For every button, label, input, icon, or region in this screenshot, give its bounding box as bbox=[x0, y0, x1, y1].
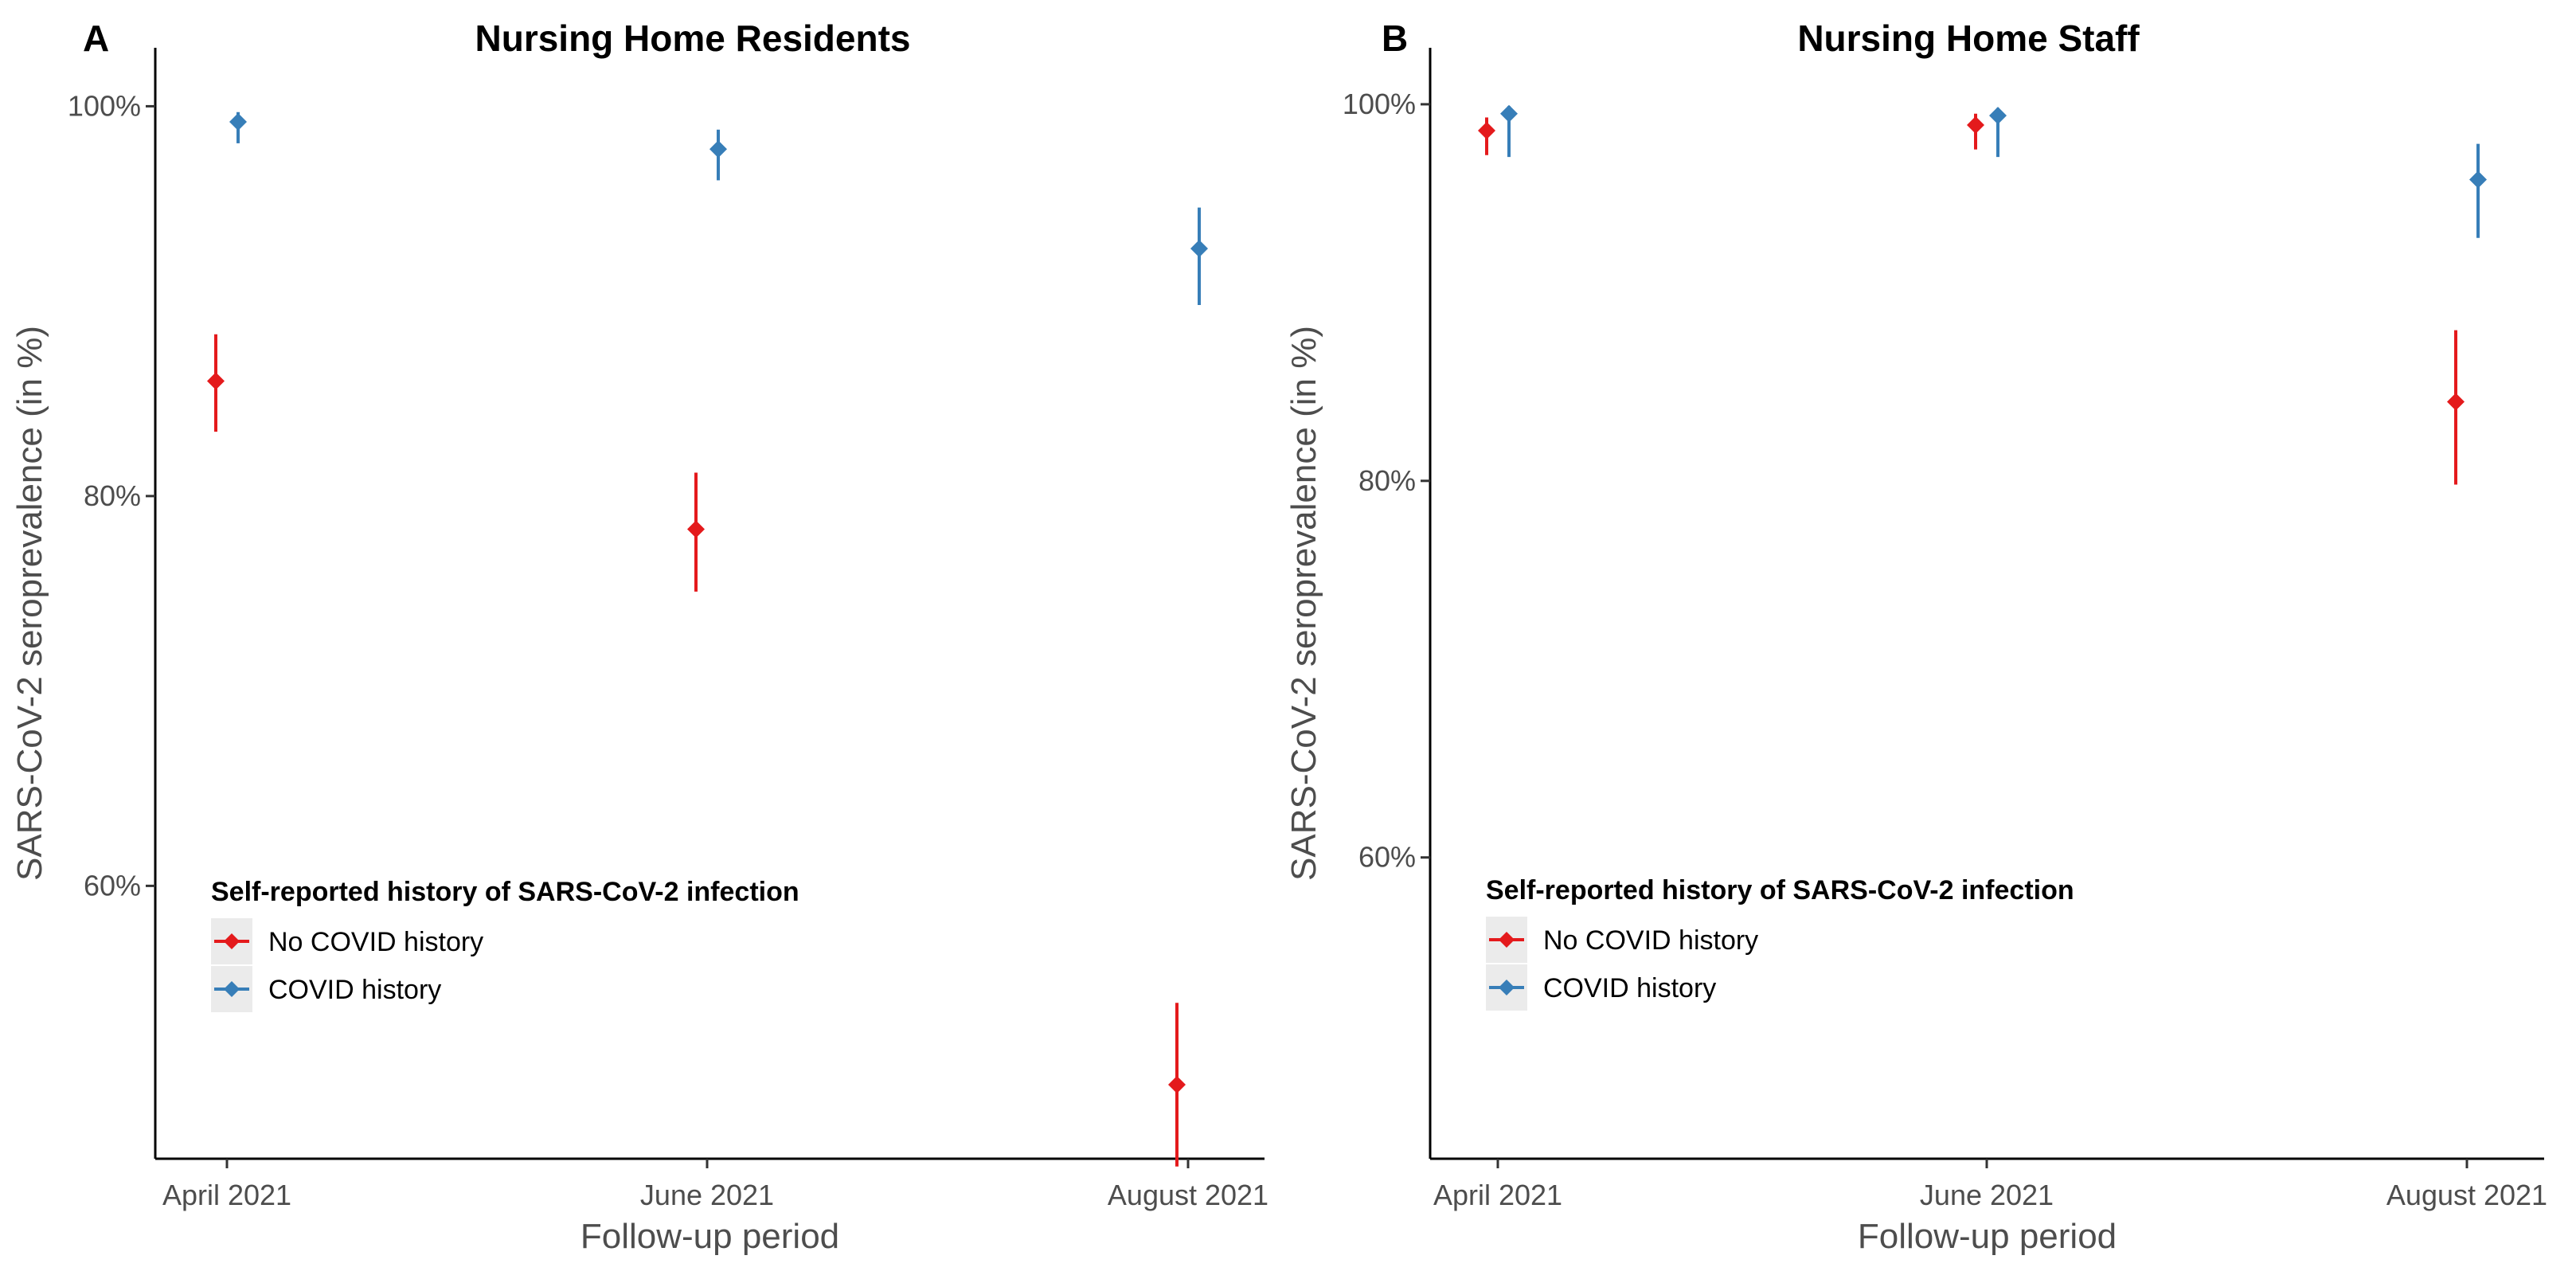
data-point bbox=[2447, 393, 2465, 411]
legend-key-marker bbox=[224, 933, 240, 949]
data-point bbox=[1190, 240, 1208, 258]
legend-title: Self-reported history of SARS-CoV-2 infe… bbox=[1486, 875, 2074, 905]
legend-key-marker bbox=[1499, 932, 1515, 948]
x-tick-label: April 2021 bbox=[162, 1179, 291, 1211]
x-tick-label: August 2021 bbox=[1108, 1179, 1268, 1211]
y-tick-label: 100% bbox=[68, 89, 141, 122]
panel-b: B Nursing Home Staff 60% 80% 100% April 2021 J… bbox=[1284, 18, 2547, 1256]
panel-title: Nursing Home Staff bbox=[1797, 18, 2140, 59]
y-axis-title: SARS-CoV-2 seroprevalence (in %) bbox=[10, 326, 49, 881]
x-tick-label: June 2021 bbox=[640, 1179, 774, 1211]
legend-label: COVID history bbox=[1543, 973, 1716, 1003]
data-point bbox=[1967, 115, 1984, 134]
panel-tag: B bbox=[1382, 18, 1408, 59]
legend-label: COVID history bbox=[268, 975, 441, 1005]
legend-key-marker bbox=[224, 981, 240, 997]
y-tick-label: 80% bbox=[84, 479, 141, 512]
legend-label: No COVID history bbox=[268, 927, 483, 957]
x-tick-label: June 2021 bbox=[1920, 1179, 2054, 1211]
x-axis-title: Follow-up period bbox=[580, 1217, 839, 1256]
data-point bbox=[1989, 107, 2007, 125]
x-tick-label: August 2021 bbox=[2386, 1179, 2547, 1211]
data-point bbox=[687, 520, 705, 538]
y-tick-label: 100% bbox=[1343, 88, 1416, 120]
y-axis-title: SARS-CoV-2 seroprevalence (in %) bbox=[1284, 326, 1323, 881]
panel-a: A Nursing Home Residents 60% 80% 100% April 2… bbox=[10, 18, 1268, 1256]
y-tick-label: 60% bbox=[1358, 841, 1416, 874]
legend-key-marker bbox=[1499, 980, 1515, 995]
legend-title: Self-reported history of SARS-CoV-2 infe… bbox=[211, 877, 799, 907]
panel-title: Nursing Home Residents bbox=[475, 18, 911, 59]
panel-tag: A bbox=[83, 18, 109, 59]
data-point bbox=[709, 140, 727, 158]
x-tick-label: April 2021 bbox=[1433, 1179, 1562, 1211]
data-point bbox=[2469, 170, 2487, 189]
legend: Self-reported history of SARS-CoV-2 infe… bbox=[211, 877, 799, 1012]
y-tick-label: 60% bbox=[84, 869, 141, 901]
data-point bbox=[1168, 1076, 1186, 1093]
x-axis-title: Follow-up period bbox=[1858, 1217, 2117, 1256]
data-point bbox=[229, 113, 247, 131]
data-point bbox=[207, 372, 225, 390]
data-point bbox=[1478, 122, 1495, 140]
legend: Self-reported history of SARS-CoV-2 infe… bbox=[1486, 875, 2074, 1011]
legend-label: No COVID history bbox=[1543, 925, 1758, 956]
data-point bbox=[1500, 104, 1518, 123]
y-tick-label: 80% bbox=[1358, 464, 1416, 497]
